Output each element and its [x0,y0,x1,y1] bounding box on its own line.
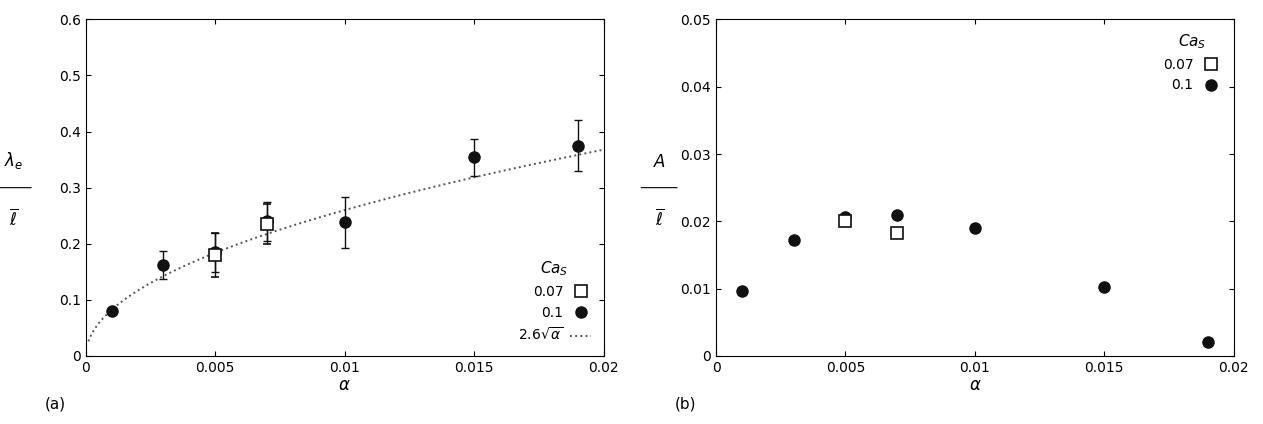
Text: $\overline{\ell}$: $\overline{\ell}$ [9,208,18,229]
Text: $\overline{\ell}$: $\overline{\ell}$ [654,208,663,229]
Text: (a): (a) [44,396,66,411]
X-axis label: $\alpha$: $\alpha$ [338,376,351,394]
Legend: 0.07, 0.1: 0.07, 0.1 [1157,26,1226,98]
Text: $\lambda_e$: $\lambda_e$ [4,150,23,171]
Text: $A$: $A$ [653,153,666,171]
Legend: 0.07, 0.1, $2.6\sqrt{\alpha}$: 0.07, 0.1, $2.6\sqrt{\alpha}$ [513,254,596,349]
Text: (b): (b) [674,396,696,411]
X-axis label: $\alpha$: $\alpha$ [969,376,981,394]
